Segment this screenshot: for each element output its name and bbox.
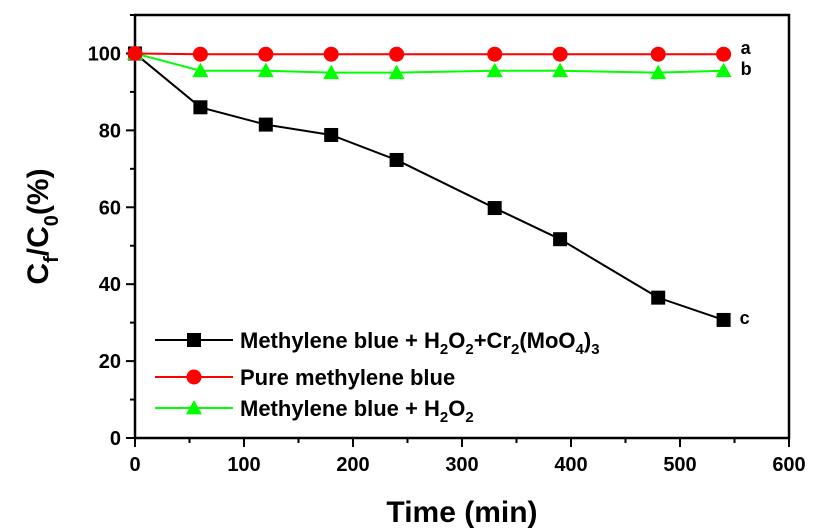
x-tick-label: 0 (129, 454, 140, 476)
data-point (388, 64, 405, 80)
series-line (134, 52, 724, 321)
y-tick-label: 0 (110, 428, 121, 450)
data-point (715, 62, 732, 78)
data-point (487, 201, 502, 216)
y-axis-title: Cf/C0(%) (22, 168, 63, 284)
axes: 0 100 200 300 400 500 600 0 20 40 60 80 100 (88, 13, 806, 476)
x-tick-label: 200 (336, 454, 369, 476)
curve-label-c: c (740, 308, 750, 328)
legend-label-part: Pure methylene blue (240, 365, 455, 390)
x-tick-label: 600 (772, 454, 805, 476)
legend-item: Methylene blue + H2O2+Cr2(MoO4)3 (155, 328, 600, 358)
legend-label-subscript: 2 (465, 409, 473, 426)
legend-label: Pure methylene blue (240, 365, 455, 390)
data-point (193, 100, 208, 115)
y-axis-title-part: /C (22, 226, 55, 256)
legend-marker (186, 400, 202, 415)
legend-label-part: ) (584, 328, 591, 353)
data-point (486, 62, 503, 78)
legend-item: Pure methylene blue (155, 365, 455, 390)
data-point (192, 46, 208, 62)
legend-label-part: +Cr (474, 328, 512, 353)
x-axis-title: Time (min) (386, 496, 537, 528)
data-point (389, 152, 404, 167)
legend-label-subscript: 4 (576, 341, 585, 358)
legend-label: Methylene blue + H2O2+Cr2(MoO4)3 (240, 328, 600, 358)
series-square (128, 46, 731, 327)
data-point (127, 45, 143, 61)
y-axis-title-part: C (22, 263, 55, 285)
y-tick-label: 80 (99, 120, 121, 142)
curve-label-a: a (741, 38, 752, 58)
data-point (258, 117, 273, 132)
data-point (324, 127, 339, 142)
legend-label-part: O (448, 396, 465, 421)
x-tick-label: 500 (663, 454, 696, 476)
legend-label-subscript: 3 (591, 341, 599, 358)
x-tick-label: 300 (445, 454, 478, 476)
data-point (716, 46, 732, 62)
curve-label-b: b (741, 59, 752, 79)
data-point (487, 46, 503, 62)
y-axis-title-part: (%) (22, 168, 55, 215)
data-point (323, 64, 340, 80)
y-tick-label: 100 (88, 43, 121, 65)
plot-frame (133, 13, 791, 440)
legend-label-part: Methylene blue + H (240, 396, 440, 421)
series-line (134, 52, 724, 74)
y-tick-label: 60 (99, 197, 121, 219)
series-triangle (127, 45, 732, 80)
legend-marker (187, 333, 201, 347)
legend-label-subscript: 2 (440, 341, 448, 358)
data-point (552, 46, 568, 62)
data-point (258, 46, 274, 62)
data-point (552, 62, 569, 78)
data-point (389, 46, 405, 62)
y-tick-label: 20 (99, 351, 121, 373)
legend-label-subscript: 2 (511, 341, 519, 358)
legend-label-subscript: 2 (440, 409, 448, 426)
legend-label: Methylene blue + H2O2 (240, 396, 474, 426)
legend-label-subscript: 2 (465, 341, 473, 358)
y-tick-label: 40 (99, 274, 121, 296)
x-tick-label: 400 (554, 454, 587, 476)
data-point (257, 62, 274, 78)
y-axis-title-subscript: f (41, 256, 63, 263)
data-point (323, 46, 339, 62)
data-point (650, 64, 667, 80)
legend-label-part: (MoO (519, 328, 575, 353)
data-point (192, 62, 209, 78)
data-point (553, 232, 568, 247)
series-line (134, 52, 724, 56)
legend-marker (186, 369, 202, 385)
data-point (716, 312, 731, 327)
y-axis-title-subscript: 0 (41, 215, 63, 226)
data-point (650, 46, 666, 62)
legend-item: Methylene blue + H2O2 (155, 396, 474, 426)
series-layer: c ab (127, 38, 752, 328)
x-tick-label: 100 (227, 454, 260, 476)
series-circle (127, 45, 732, 62)
data-point (651, 290, 666, 305)
legend-label-part: O (448, 328, 465, 353)
legend-label-part: Methylene blue + H (240, 328, 440, 353)
